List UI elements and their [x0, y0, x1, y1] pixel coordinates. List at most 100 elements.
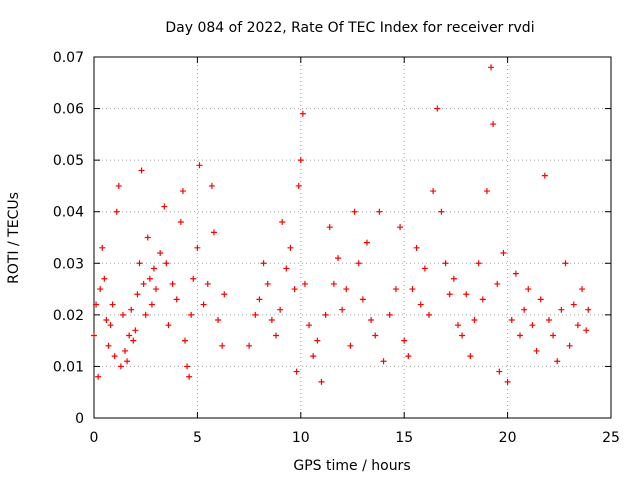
data-point: [413, 244, 420, 251]
data-point: [297, 157, 304, 164]
x-tick-label: 10: [292, 430, 310, 446]
x-tick-label: 0: [90, 430, 99, 446]
data-point: [490, 121, 497, 128]
data-point: [157, 249, 164, 256]
x-tick-label: 5: [193, 430, 202, 446]
y-tick-label: 0.03: [53, 256, 84, 272]
data-point: [97, 286, 104, 293]
data-point: [500, 249, 507, 256]
data-point: [136, 260, 143, 267]
data-point: [200, 301, 207, 308]
data-point: [122, 347, 129, 354]
data-point: [537, 296, 544, 303]
data-point: [283, 265, 290, 272]
data-point: [467, 353, 474, 360]
data-point: [508, 317, 515, 324]
data-point: [153, 286, 160, 293]
data-point: [405, 353, 412, 360]
data-point: [188, 311, 195, 318]
data-point: [558, 306, 565, 313]
data-point: [138, 167, 145, 174]
data-point: [306, 322, 313, 329]
data-point: [417, 301, 424, 308]
data-point: [144, 234, 151, 241]
data-point: [434, 105, 441, 112]
data-point: [124, 358, 131, 365]
data-point: [142, 311, 149, 318]
x-tick-label: 15: [395, 430, 413, 446]
data-point: [554, 358, 561, 365]
data-point: [293, 368, 300, 375]
data-point: [359, 296, 366, 303]
data-point: [326, 224, 333, 231]
data-point: [256, 296, 263, 303]
data-point: [483, 188, 490, 195]
x-tick-label: 20: [499, 430, 517, 446]
data-point: [363, 239, 370, 246]
data-point: [173, 296, 180, 303]
data-point: [260, 260, 267, 267]
data-point: [194, 244, 201, 251]
data-point: [541, 172, 548, 179]
data-point: [140, 280, 147, 287]
data-point: [479, 296, 486, 303]
data-point: [330, 280, 337, 287]
data-point: [119, 311, 126, 318]
data-point: [368, 317, 375, 324]
data-point: [488, 64, 495, 71]
data-point: [504, 378, 511, 385]
data-point: [279, 219, 286, 226]
data-point: [134, 291, 141, 298]
data-point: [101, 275, 108, 282]
data-point: [117, 363, 124, 370]
data-point: [335, 255, 342, 262]
data-point: [521, 306, 528, 313]
data-point: [91, 332, 97, 339]
data-point: [272, 332, 279, 339]
data-point: [186, 373, 193, 380]
data-point: [454, 322, 461, 329]
data-point: [579, 286, 586, 293]
data-point: [177, 219, 184, 226]
data-point: [322, 311, 329, 318]
plot-frame: [93, 56, 612, 419]
data-point: [204, 280, 211, 287]
data-point: [351, 208, 358, 215]
data-point: [179, 188, 186, 195]
y-tick-label: 0.02: [53, 308, 84, 324]
chart-title: Day 084 of 2022, Rate Of TEC Index for r…: [165, 20, 534, 36]
axis-ticks: 0 5 10 15 20 25 0 0.01 0.02 0.03 0.04 0.05 0.06 0.07: [53, 50, 620, 446]
data-point: [148, 301, 155, 308]
data-point: [585, 306, 592, 313]
data-point: [128, 306, 135, 313]
x-axis-label: GPS time / hours: [293, 458, 410, 474]
data-point: [111, 353, 118, 360]
data-point: [93, 301, 100, 308]
x-tick-label: 25: [602, 430, 620, 446]
data-point: [130, 337, 137, 344]
data-point: [295, 182, 302, 189]
data-point: [570, 301, 577, 308]
data-point: [208, 182, 215, 189]
data-point: [496, 368, 503, 375]
data-point: [103, 317, 110, 324]
data-point: [401, 337, 408, 344]
data-point: [550, 332, 557, 339]
data-point: [146, 275, 153, 282]
data-point: [430, 188, 437, 195]
data-point: [376, 208, 383, 215]
data-point: [442, 260, 449, 267]
data-point: [421, 265, 428, 272]
data-point: [268, 317, 275, 324]
y-tick-label: 0.04: [53, 205, 84, 221]
data-points: [91, 64, 592, 385]
data-point: [343, 286, 350, 293]
data-point: [169, 280, 176, 287]
data-point: [529, 322, 536, 329]
data-point: [525, 286, 532, 293]
data-point: [252, 311, 259, 318]
data-point: [566, 342, 573, 349]
data-point: [339, 306, 346, 313]
data-point: [126, 332, 133, 339]
